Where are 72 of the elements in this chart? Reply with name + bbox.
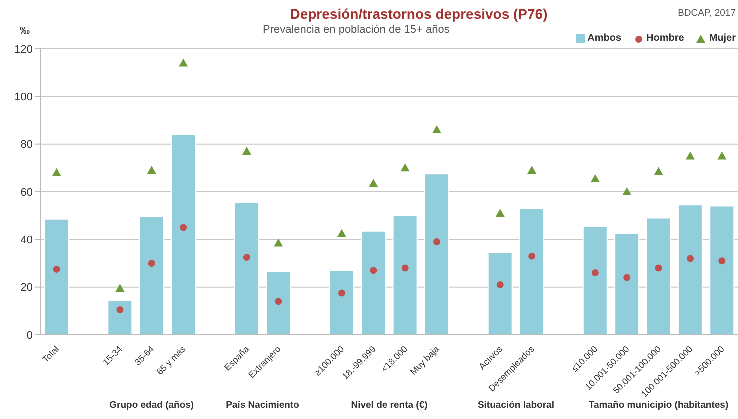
bar [678, 204, 703, 335]
point [243, 254, 250, 262]
point [116, 284, 125, 292]
point [180, 224, 188, 232]
point [400, 164, 410, 172]
chart-title: Depresión/trastornos depresivos (P76) [290, 6, 548, 22]
point [338, 290, 346, 297]
bar [329, 270, 354, 335]
point [496, 281, 504, 288]
y-tick-label: 100 [14, 92, 33, 104]
x-tick-label: 65 y más [154, 344, 188, 378]
point [434, 238, 441, 246]
point [686, 255, 694, 262]
point [590, 174, 600, 182]
point [116, 306, 124, 314]
point [274, 238, 284, 247]
point [147, 166, 156, 174]
bar [139, 216, 164, 335]
bar [582, 226, 608, 335]
legend-label: Hombre [646, 33, 684, 44]
point [654, 167, 664, 176]
point [369, 179, 378, 188]
point [624, 274, 631, 282]
text: Grupo edad (años) [110, 400, 194, 411]
bar [392, 215, 418, 335]
point [402, 264, 409, 272]
point [686, 152, 695, 160]
point [432, 126, 442, 134]
point [528, 252, 536, 260]
bar [108, 300, 133, 335]
y-tick-label: 120 [14, 44, 33, 56]
bar [488, 252, 513, 335]
y-tick-label: 0 [26, 330, 33, 342]
point [275, 298, 282, 306]
x-tick-label: Muy baja [408, 344, 442, 378]
text: País Nacimiento [226, 400, 300, 411]
text: Situación laboral [478, 400, 554, 411]
point [528, 166, 537, 174]
point [53, 266, 60, 273]
bar [614, 233, 640, 335]
point [718, 152, 727, 160]
legend-label: Mujer [708, 33, 736, 44]
y-tick-label: 80 [20, 139, 33, 152]
y-tick-label: 40 [20, 234, 33, 247]
text: Nivel de renta (€) [351, 400, 428, 411]
bar [520, 208, 545, 335]
point [718, 258, 726, 265]
bar [266, 271, 292, 335]
point [148, 260, 156, 267]
bar [234, 202, 260, 335]
legend-label: Ambos [586, 33, 622, 44]
point [592, 270, 599, 277]
bar [646, 218, 672, 335]
point [370, 267, 378, 274]
point [496, 208, 505, 217]
point [52, 168, 62, 176]
text: BDCAP, 2017 [678, 8, 736, 19]
y-tick-label: 60 [20, 186, 33, 199]
point [622, 188, 632, 196]
bar [171, 134, 196, 335]
bar [44, 218, 70, 335]
y-axis-title: ‰ [20, 26, 30, 37]
point [242, 146, 252, 155]
bar [361, 230, 386, 335]
chart-subtitle: Prevalencia en población de 15+ años [263, 24, 450, 36]
point [655, 264, 662, 272]
bar [424, 174, 450, 335]
text: Tamaño municipio (habitantes) [588, 400, 729, 411]
point [337, 229, 346, 238]
bar [710, 206, 735, 335]
y-tick-label: 20 [20, 282, 33, 294]
point [179, 58, 188, 67]
